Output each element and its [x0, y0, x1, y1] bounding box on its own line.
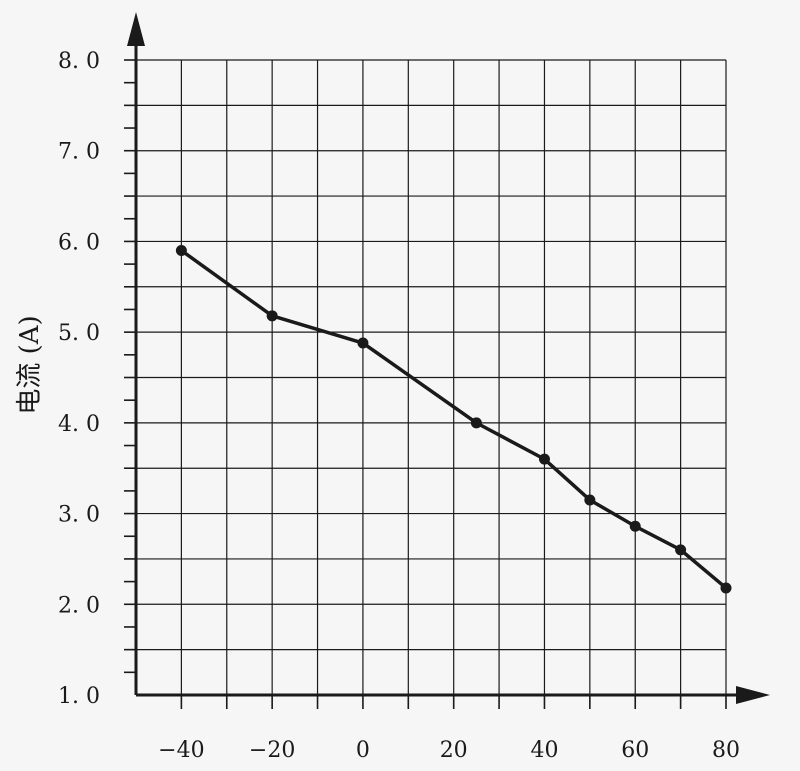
x-tick-label: −40 — [158, 738, 204, 763]
series — [175, 245, 732, 594]
data-point — [584, 494, 596, 506]
y-tick-labels: 1. 0 2. 0 3. 0 4. 0 5. 0 6. 0 7. 0 8. 0 — [58, 49, 100, 709]
x-tick-labels: −40 −20 0 20 40 60 80 — [158, 738, 740, 763]
x-tick-label: 20 — [440, 738, 468, 763]
data-point — [357, 337, 369, 349]
axes — [127, 12, 770, 704]
y-tick-label: 3. 0 — [58, 503, 100, 528]
data-point — [175, 245, 187, 256]
x-tick-label: 80 — [712, 738, 740, 763]
data-point — [266, 310, 278, 322]
tick-marks — [124, 59, 727, 709]
data-point — [720, 582, 732, 594]
y-tick-label: 5. 0 — [58, 321, 100, 346]
y-tick-label: 4. 0 — [58, 412, 100, 437]
x-tick-label: 60 — [621, 738, 649, 763]
y-axis-arrow-icon — [127, 12, 145, 46]
x-axis-arrow-icon — [736, 686, 770, 704]
y-tick-label: 6. 0 — [58, 230, 100, 255]
data-point — [675, 544, 687, 556]
x-tick-label: 0 — [356, 738, 370, 763]
data-point — [629, 520, 641, 532]
x-tick-label: 40 — [530, 738, 558, 763]
grid — [136, 59, 727, 695]
y-axis-label: 电流 (A) — [15, 315, 45, 414]
y-tick-label: 2. 0 — [58, 593, 100, 618]
x-tick-label: −20 — [249, 738, 295, 763]
y-tick-label: 8. 0 — [58, 49, 100, 74]
data-point — [538, 453, 550, 465]
y-tick-label: 1. 0 — [58, 684, 100, 709]
y-tick-label: 7. 0 — [58, 140, 100, 165]
data-point — [470, 417, 482, 429]
